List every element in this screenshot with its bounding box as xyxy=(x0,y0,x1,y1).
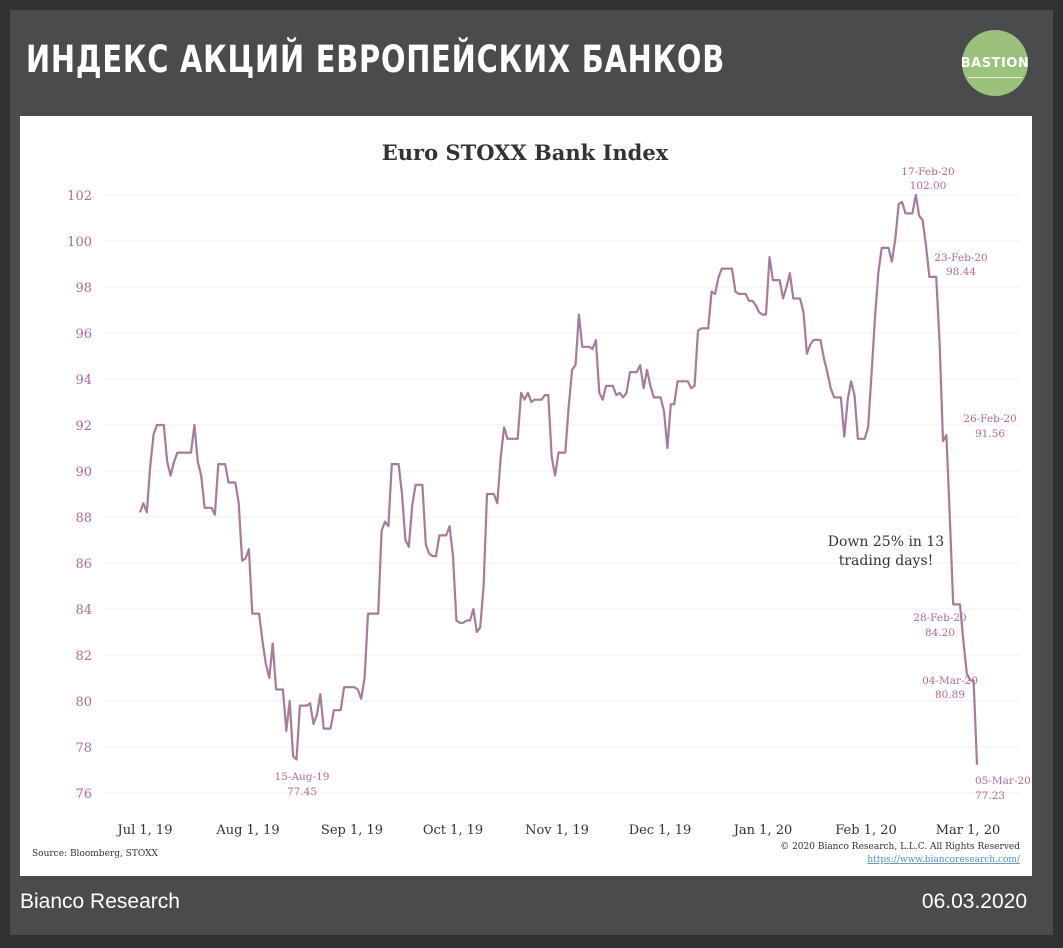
y-tick-label: 90 xyxy=(75,465,92,480)
annotation-date: 26-Feb-20 xyxy=(963,413,1016,425)
annotation-date: 23-Feb-20 xyxy=(934,252,987,264)
grid xyxy=(104,194,1020,794)
annotation-value: 77.45 xyxy=(287,786,317,798)
slide-frame: ИНДЕКС АКЦИЙ ЕВРОПЕЙСКИХ БАНКОВ BASTION … xyxy=(10,10,1053,935)
x-tick-label: Feb 1, 20 xyxy=(835,823,897,838)
page-title: ИНДЕКС АКЦИЙ ЕВРОПЕЙСКИХ БАНКОВ xyxy=(26,38,726,81)
annotation-date: 28-Feb-20 xyxy=(913,612,966,624)
annotation-value: 84.20 xyxy=(925,627,955,639)
y-tick-label: 84 xyxy=(75,603,92,618)
x-tick-label: Aug 1, 19 xyxy=(215,823,279,838)
annotation-date: 04-Mar-20 xyxy=(922,675,978,687)
source-note: Source: Bloomberg, STOXX xyxy=(32,849,158,859)
annotation-value: 77.23 xyxy=(975,790,1005,802)
x-tick-label: Dec 1, 19 xyxy=(629,823,692,838)
y-tick-label: 98 xyxy=(75,281,92,296)
x-tick-label: Jul 1, 19 xyxy=(116,823,173,838)
x-tick-label: Mar 1, 20 xyxy=(936,823,1001,838)
website-link[interactable]: https://www.biancoresearch.com/ xyxy=(867,855,1021,865)
y-axis-ticks: 76 78 80 82 84 86 88 90 92 94 96 98 100 102 xyxy=(67,189,92,802)
series-line xyxy=(138,193,979,765)
footer-date: 06.03.2020 xyxy=(921,890,1027,913)
y-tick-label: 94 xyxy=(75,373,92,388)
y-tick-label: 82 xyxy=(75,649,92,664)
callout: Down 25% in 13 trading days! xyxy=(828,534,944,569)
logo-text: BASTION xyxy=(960,55,1030,71)
y-tick-label: 78 xyxy=(75,741,92,756)
annotation-value: 102.00 xyxy=(910,180,947,192)
y-tick-label: 100 xyxy=(67,235,92,250)
copyright-note: © 2020 Bianco Research, L.L.C. All Right… xyxy=(780,842,1020,852)
line-chart: Euro STOXX Bank Index 76 78 80 82 84 86 88 90 92… xyxy=(32,140,1031,865)
y-tick-label: 76 xyxy=(75,787,92,802)
callout-line-1: Down 25% in 13 xyxy=(828,534,944,550)
y-tick-label: 88 xyxy=(75,511,92,526)
x-tick-label: Oct 1, 19 xyxy=(423,823,483,838)
logo-divider xyxy=(968,77,1022,78)
annotation-value: 80.89 xyxy=(935,689,965,701)
chart-title: Euro STOXX Bank Index xyxy=(382,140,669,165)
bastion-logo: BASTION xyxy=(960,30,1030,96)
x-tick-label: Jan 1, 20 xyxy=(732,823,793,838)
callout-line-2: trading days! xyxy=(839,553,934,569)
annotation-value: 91.56 xyxy=(975,428,1005,440)
x-axis-ticks: Jul 1, 19 Aug 1, 19 Sep 1, 19 Oct 1, 19 Nov … xyxy=(116,823,1001,838)
annotation-date: 05-Mar-20 xyxy=(975,775,1031,787)
annotation-value: 98.44 xyxy=(946,266,976,278)
y-tick-label: 102 xyxy=(67,189,92,204)
footer-source: Bianco Research xyxy=(20,890,180,913)
annotation-date: 17-Feb-20 xyxy=(901,166,954,178)
y-tick-label: 96 xyxy=(75,327,92,342)
x-tick-label: Nov 1, 19 xyxy=(525,823,589,838)
chart-panel: Euro STOXX Bank Index 76 78 80 82 84 86 88 90 92… xyxy=(20,116,1032,876)
annotation-date: 15-Aug-19 xyxy=(275,771,330,783)
y-tick-label: 80 xyxy=(75,695,92,710)
x-tick-label: Sep 1, 19 xyxy=(321,823,383,838)
y-tick-label: 92 xyxy=(75,419,92,434)
y-tick-label: 86 xyxy=(75,557,92,572)
annotations: 15-Aug-19 77.45 17-Feb-20 102.00 23-Feb-20 98… xyxy=(275,166,1031,802)
